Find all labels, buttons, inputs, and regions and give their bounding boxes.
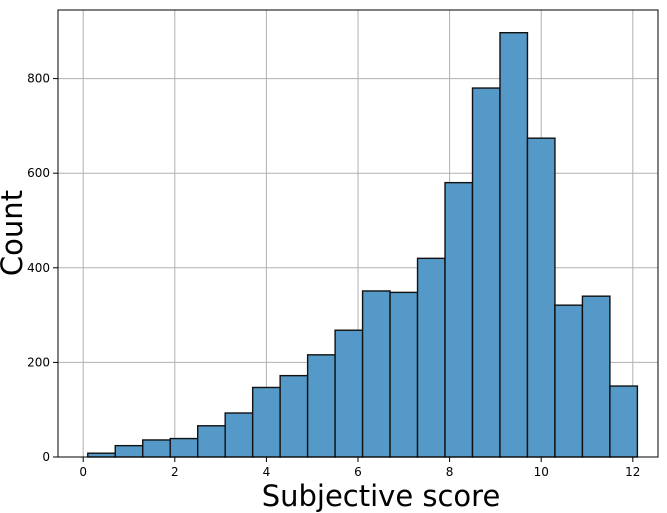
y-tick-label: 600 — [27, 166, 50, 180]
histogram-bar — [609, 385, 639, 458]
histogram-bar — [361, 290, 391, 458]
histogram-bar — [554, 304, 584, 458]
histogram-bar — [196, 425, 226, 458]
x-tick-label: 10 — [534, 465, 549, 479]
x-tick-label: 2 — [171, 465, 179, 479]
histogram-bar — [169, 437, 199, 458]
histogram-bar — [334, 329, 364, 458]
y-tick-label: 800 — [27, 72, 50, 86]
x-tick-label: 0 — [79, 465, 87, 479]
histogram-bar — [444, 181, 474, 458]
x-tick-label: 12 — [625, 465, 640, 479]
x-tick-label: 4 — [263, 465, 271, 479]
histogram-bar — [224, 412, 254, 458]
x-axis-title: Subjective score — [262, 479, 501, 513]
histogram-bar — [114, 444, 144, 458]
histogram-bar — [526, 137, 556, 458]
y-axis-title: Count — [0, 190, 29, 276]
histogram-bar — [251, 386, 281, 458]
histogram-bar — [142, 439, 171, 458]
histogram-bars — [87, 32, 639, 458]
histogram-bar — [306, 354, 336, 458]
histogram-bar — [416, 257, 446, 458]
histogram-bar — [279, 374, 309, 458]
x-axis-ticks: 0 2 4 6 8 10 12 — [79, 457, 640, 479]
histogram-bar — [471, 87, 501, 458]
histogram-bar — [87, 452, 116, 458]
y-axis-ticks: 0 200 400 600 800 — [27, 72, 58, 464]
y-tick-label: 0 — [42, 450, 50, 464]
x-tick-label: 8 — [446, 465, 454, 479]
histogram-bar — [499, 32, 529, 458]
histogram-bar — [389, 291, 419, 458]
y-tick-label: 400 — [27, 261, 50, 275]
x-tick-label: 6 — [354, 465, 362, 479]
histogram-bar — [581, 295, 611, 458]
y-tick-label: 200 — [27, 355, 50, 369]
